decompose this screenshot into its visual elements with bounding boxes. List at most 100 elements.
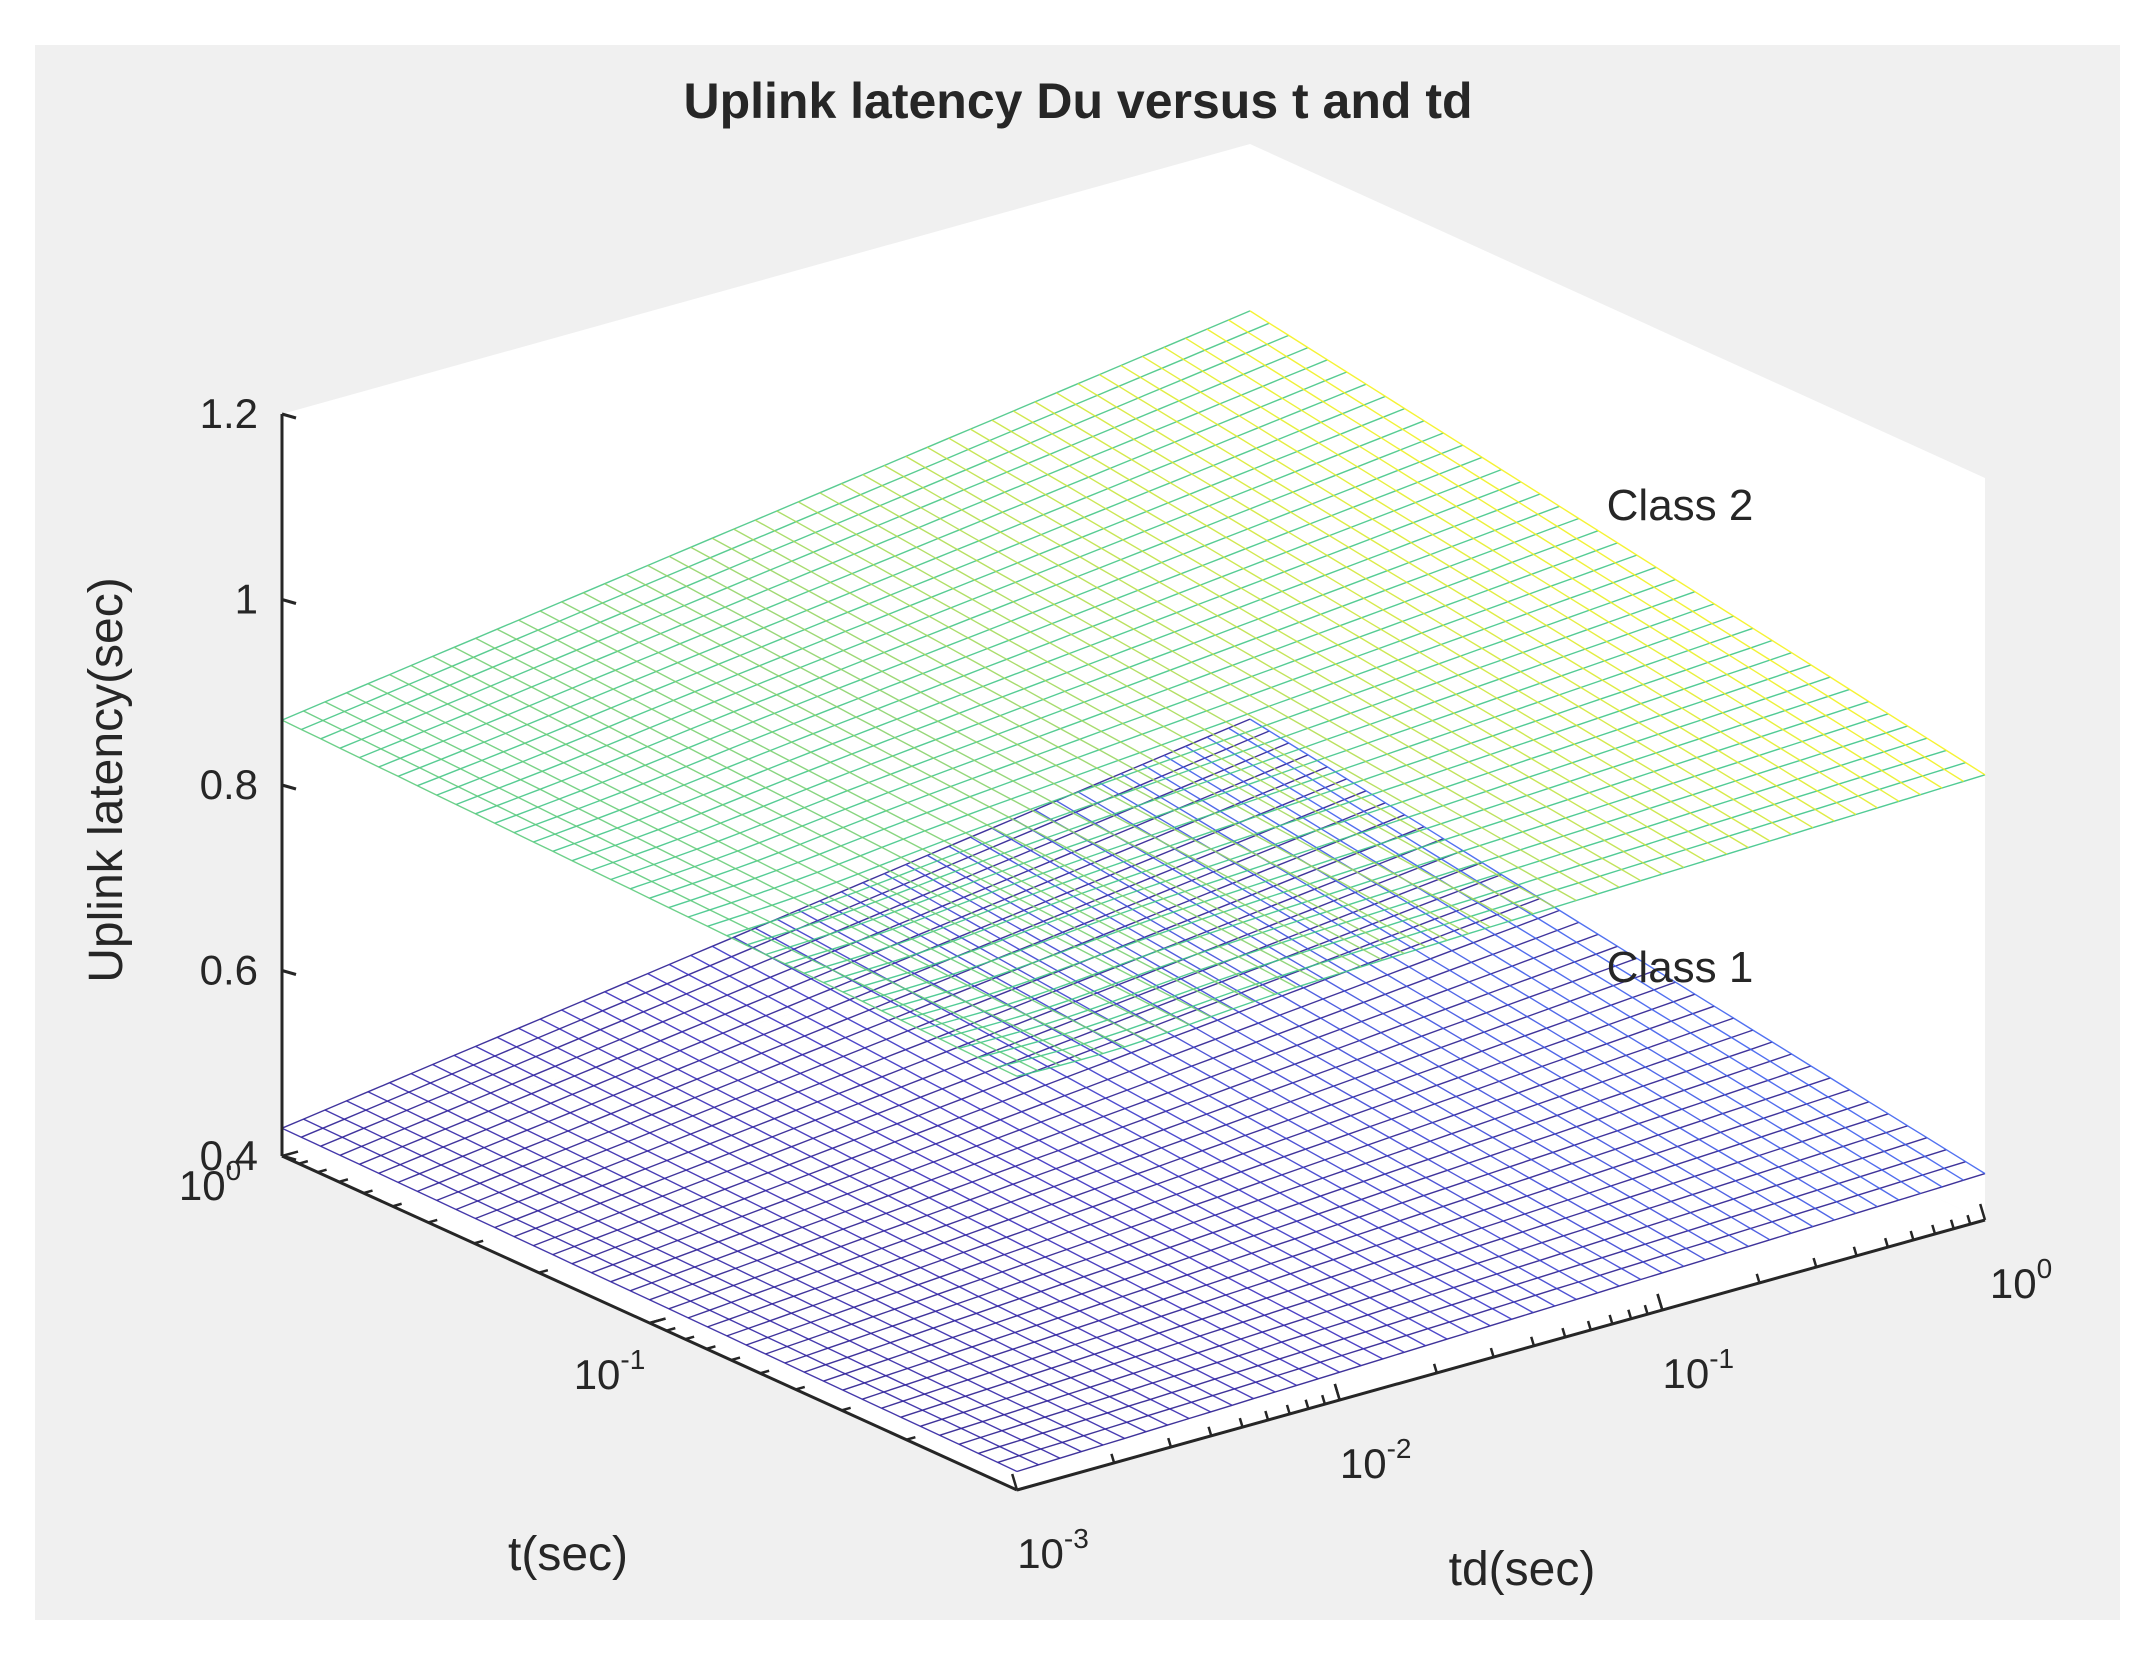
series-2-mesh-t-line — [397, 383, 1367, 777]
series-2-mesh-t-line — [939, 725, 1908, 1040]
td-minor-tick — [1608, 1314, 1614, 1325]
series-2-mesh-t-line — [571, 493, 1541, 862]
td-minor-tick — [1966, 1214, 1972, 1225]
series-1-mesh-t-line — [958, 1137, 1928, 1445]
series-1-mesh-t-line — [900, 1101, 1870, 1418]
series-2-mesh-td-line — [1013, 410, 1749, 849]
series-2-mesh-t-line — [552, 481, 1522, 852]
series-1-mesh-t-line — [320, 742, 1289, 1147]
series-1-mesh-t-line — [1016, 1172, 1986, 1473]
series-2-mesh-t-line — [378, 371, 1347, 768]
chart-title: Uplink latency Du versus t and td — [683, 73, 1472, 129]
series-1-mesh-td-line — [690, 954, 1427, 1347]
z-tick-label: 0.6 — [200, 947, 258, 994]
class-1-surface — [281, 718, 1986, 1473]
series-1-mesh-td-line — [604, 991, 1341, 1373]
td-minor-tick — [1238, 1417, 1244, 1428]
z-axis-label: Uplink latency(sec) — [80, 577, 133, 982]
series-2-mesh-t-line — [339, 346, 1309, 749]
series-1-mesh-t-line — [668, 957, 1638, 1310]
series-2-mesh-t-line — [920, 713, 1889, 1031]
td-minor-tick — [1755, 1273, 1761, 1284]
series-1-mesh-t-line — [765, 1017, 1734, 1355]
t-minor-tick — [906, 1436, 916, 1441]
series-1-mesh-td-line — [1034, 809, 1771, 1241]
series-2-mesh-t-line — [803, 639, 1773, 974]
td-minor-tick — [1883, 1237, 1890, 1248]
series-2-mesh-td-line — [582, 592, 1319, 981]
series-1-mesh-td-line — [561, 1009, 1297, 1387]
series-2-mesh-t-line — [707, 578, 1676, 927]
series-1-mesh-td-line — [905, 863, 1642, 1281]
td-minor-tick — [1264, 1410, 1270, 1421]
td-minor-tick — [1530, 1336, 1536, 1347]
series-2-mesh-t-line — [881, 688, 1850, 1012]
z-tick-label: 1.2 — [200, 390, 258, 437]
series-1-mesh-t-line — [862, 1077, 1831, 1400]
z-tick-mark — [281, 412, 297, 420]
series-2-mesh-td-line — [303, 710, 1039, 1072]
series-2-mesh-td-line — [690, 546, 1427, 948]
series-2-mesh-t-line — [687, 566, 1657, 918]
x-axis-label: td(sec) — [1449, 1543, 1596, 1596]
series-1-mesh-t-line — [687, 969, 1657, 1319]
td-minor-tick — [1979, 1203, 1987, 1221]
t-minor-tick — [706, 1345, 716, 1351]
series-2-mesh-t-line — [997, 761, 1966, 1068]
td-minor-tick — [1656, 1293, 1664, 1311]
series-1-mesh-t-line — [455, 826, 1425, 1211]
series-1-mesh-t-line — [881, 1089, 1850, 1409]
series-2-mesh-t-line — [978, 749, 1947, 1059]
series-1-mesh-td-line — [389, 1082, 1125, 1440]
series-2-mesh-td-line — [410, 664, 1147, 1041]
series-1-mesh-td-line — [647, 972, 1384, 1360]
series-2-mesh-td-line — [711, 537, 1448, 941]
series-1-mesh-t-line — [939, 1125, 1908, 1436]
series-2-mesh-td-line — [496, 628, 1233, 1010]
td-minor-tick — [1207, 1426, 1213, 1437]
z-tick-label: 0.8 — [200, 761, 258, 808]
t-minor-tick — [684, 1335, 695, 1341]
series-1-mesh-td-line — [432, 1063, 1168, 1426]
series-2-mesh-t-line — [301, 322, 1270, 731]
series-1-mesh-t-line — [745, 1005, 1715, 1346]
series-1-mesh-td-line — [281, 1127, 1018, 1473]
series-2-mesh-t-line — [417, 395, 1386, 787]
series-2-mesh-td-line — [346, 692, 1082, 1061]
td-minor-tick — [1304, 1399, 1310, 1410]
series-1-mesh-td-line — [797, 909, 1534, 1314]
class-1-annotation: Class 1 — [1607, 943, 1754, 992]
series-2-mesh-t-line — [842, 664, 1812, 993]
series-1-mesh-t-line — [978, 1149, 1947, 1455]
series-1-mesh-td-line — [496, 1036, 1233, 1406]
series-2-mesh-t-line — [649, 542, 1618, 899]
series-2-mesh-td-line — [625, 573, 1362, 968]
series-1-mesh-t-line — [784, 1029, 1754, 1364]
series-1-mesh-t-line — [726, 993, 1696, 1337]
z-tick-mark — [281, 598, 297, 605]
series-1-mesh-t-line — [397, 790, 1367, 1184]
series-2-mesh-td-line — [453, 646, 1190, 1026]
td-minor-tick — [1333, 1383, 1341, 1401]
series-2-mesh-td-line — [733, 528, 1470, 935]
series-2-mesh-t-line — [823, 652, 1792, 984]
class-2-surface — [281, 310, 1986, 1077]
series-2-mesh-t-line — [1016, 774, 1986, 1077]
z-tick-label: 0.4 — [200, 1132, 258, 1179]
series-1-mesh-t-line — [707, 981, 1676, 1328]
series-2-mesh-td-line — [1099, 374, 1835, 822]
series-2-mesh-td-line — [604, 583, 1341, 975]
series-2-mesh-td-line — [539, 610, 1276, 995]
series-1-mesh-td-line — [926, 854, 1663, 1274]
series-2-mesh-t-line — [513, 456, 1483, 834]
series-2-mesh-t-line — [765, 615, 1734, 956]
series-1-mesh-td-line — [733, 936, 1470, 1334]
t-minor-tick — [338, 1178, 349, 1184]
series-1-mesh-t-line — [513, 861, 1483, 1238]
series-2-mesh-td-line — [367, 683, 1104, 1055]
series-2-mesh-td-line — [1163, 346, 1900, 802]
series-1-mesh-t-line — [920, 1113, 1889, 1427]
series-1-mesh-td-line — [324, 1109, 1061, 1459]
series-1-mesh-t-line — [649, 945, 1618, 1301]
